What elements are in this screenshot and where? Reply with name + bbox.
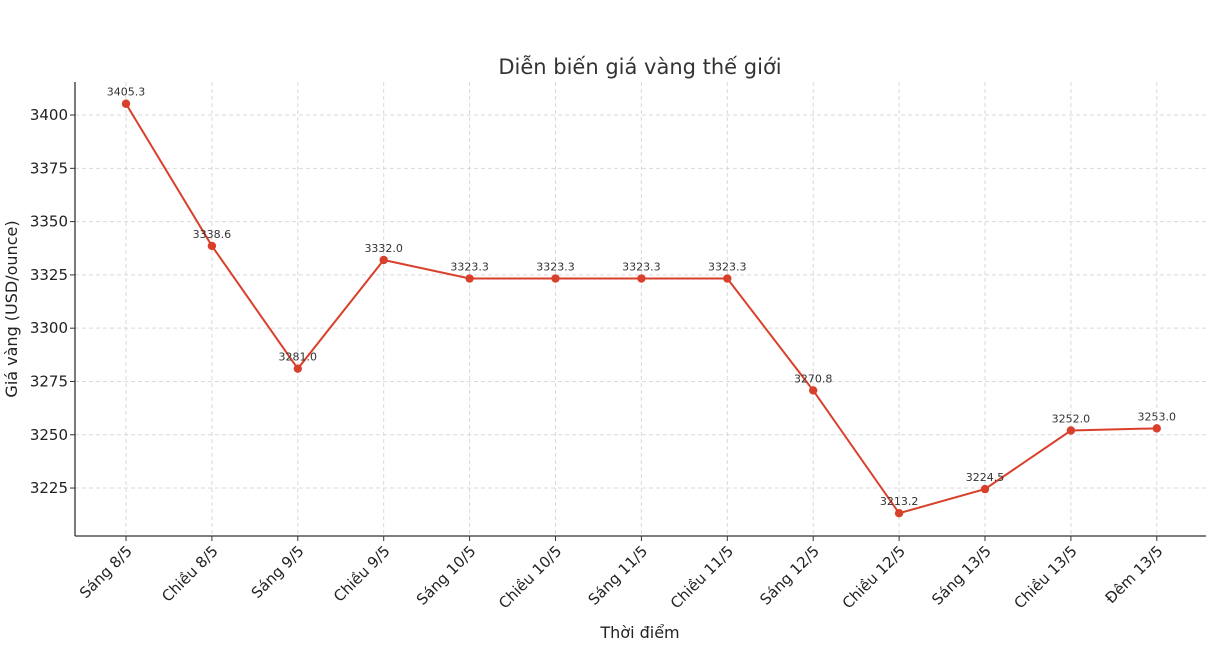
x-tick-label: Sáng 10/5 [413,542,480,609]
data-label: 3281.0 [279,351,318,364]
data-point [637,274,646,283]
x-tick-label: Sáng 11/5 [585,542,652,609]
data-point [207,241,217,251]
data-label: 3270.8 [794,372,833,385]
data-point [809,386,818,395]
y-tick-label: 3250 [30,426,68,444]
data-point [894,508,904,518]
data-label: 3213.2 [880,495,919,508]
data-point [980,484,990,494]
y-tick-label: 3225 [30,479,68,497]
x-tick-label: Chiều 10/5 [495,542,565,612]
x-axis-label: Thời điểm [599,623,679,642]
data-point [551,274,560,283]
x-tick-label: Đêm 13/5 [1102,542,1167,607]
data-label: 3338.6 [193,228,232,241]
data-point [723,274,732,283]
y-tick-label: 3400 [30,106,68,124]
data-points [121,99,1162,518]
grid [75,82,1206,536]
chart-title: Diễn biến giá vàng thế giới [498,54,781,79]
x-tick-label: Sáng 12/5 [756,542,823,609]
x-tick-label: Sáng 13/5 [928,542,995,609]
x-tick-label: Sáng 9/5 [248,542,308,602]
data-point [379,255,388,265]
y-axis-label: Giá vàng (USD/ounce) [2,220,21,397]
y-tick-label: 3300 [30,319,68,337]
data-label: 3323.3 [622,261,661,274]
data-label: 3332.0 [364,242,403,255]
data-label: 3253.0 [1138,410,1177,423]
data-label: 3405.3 [107,86,146,99]
data-label: 3224.5 [966,471,1005,484]
y-tick-label: 3375 [30,159,68,177]
data-point [1066,426,1076,435]
data-label: 3323.3 [450,261,489,274]
y-axis-ticks: 3225 3250 3275 3300 3325 3350 3375 3400 [30,106,75,497]
x-tick-label: Chiều 12/5 [839,542,909,612]
y-tick-label: 3275 [30,372,68,390]
data-point [1152,424,1162,433]
data-label: 3323.3 [536,261,575,274]
x-tick-label: Chiều 9/5 [330,542,393,605]
data-point [121,99,131,108]
data-point [465,274,474,283]
x-axis-ticks: Sáng 8/5 Chiều 8/5 Sáng 9/5 Chiều 9/5 Sáng 1… [76,536,1167,612]
data-label: 3252.0 [1052,412,1091,425]
y-tick-label: 3325 [30,266,68,284]
data-labels: 3405.3 3338.6 3281.0 3332.0 3323.3 3323.3 3323… [107,86,1176,508]
x-tick-label: Chiều 8/5 [158,542,221,605]
y-tick-label: 3350 [30,213,68,231]
x-tick-label: Chiều 11/5 [667,542,737,612]
x-tick-label: Chiều 13/5 [1010,542,1080,612]
data-label: 3323.3 [708,261,747,274]
data-point [293,364,302,373]
x-tick-label: Sáng 8/5 [76,542,136,602]
